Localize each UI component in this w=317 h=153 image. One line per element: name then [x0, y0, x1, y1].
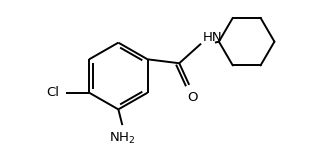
Text: Cl: Cl	[46, 86, 59, 99]
Text: NH$_2$: NH$_2$	[109, 131, 136, 146]
Text: O: O	[187, 91, 197, 104]
Text: HN: HN	[203, 31, 223, 44]
